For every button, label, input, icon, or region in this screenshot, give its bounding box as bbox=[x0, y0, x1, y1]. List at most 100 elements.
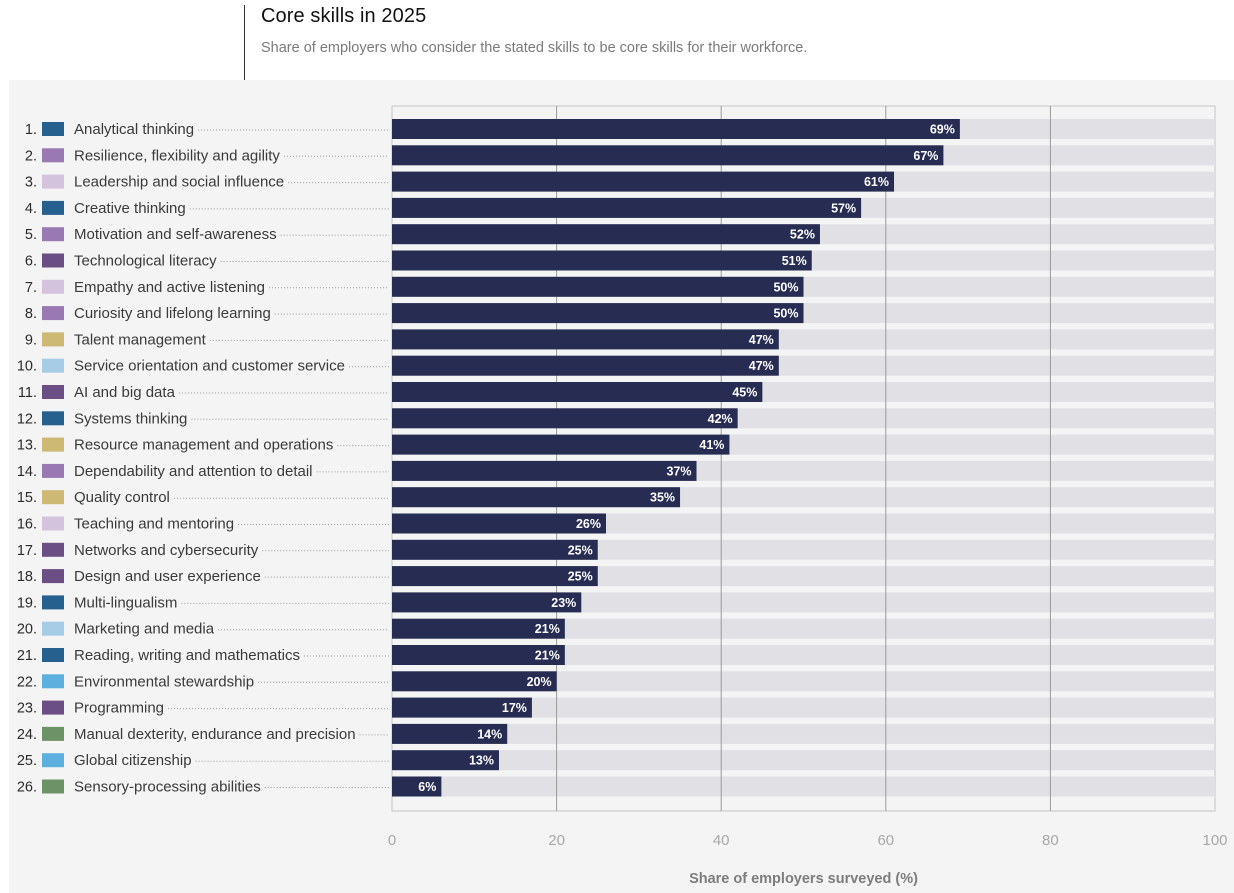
bar bbox=[392, 460, 697, 481]
category-swatch bbox=[42, 753, 64, 768]
x-tick-label: 0 bbox=[388, 832, 396, 849]
rank-number: 12. bbox=[17, 411, 37, 427]
value-label: 35% bbox=[650, 491, 675, 505]
category-swatch bbox=[42, 595, 64, 610]
rank-number: 1. bbox=[25, 122, 37, 138]
skill-label: Creative thinking bbox=[74, 200, 186, 217]
value-label: 6% bbox=[418, 780, 436, 794]
bar bbox=[392, 355, 779, 376]
category-swatch bbox=[42, 174, 64, 189]
skill-label: Leadership and social influence bbox=[74, 174, 284, 191]
skill-label: Quality control bbox=[74, 489, 170, 506]
skill-label: Environmental stewardship bbox=[74, 673, 254, 690]
skill-label: Service orientation and customer service bbox=[74, 358, 345, 375]
skill-label: Multi-lingualism bbox=[74, 594, 177, 611]
value-label: 45% bbox=[732, 386, 757, 400]
skill-label: Manual dexterity, endurance and precisio… bbox=[74, 726, 356, 743]
bar bbox=[392, 750, 499, 771]
skill-label: Sensory-processing abilities bbox=[74, 779, 261, 796]
x-tick-label: 100 bbox=[1202, 832, 1227, 849]
value-label: 23% bbox=[551, 596, 576, 610]
category-swatch bbox=[42, 726, 64, 741]
bar bbox=[392, 382, 763, 402]
category-swatch bbox=[42, 516, 64, 531]
skill-label: Resource management and operations bbox=[74, 437, 333, 454]
category-swatch bbox=[42, 700, 64, 715]
skill-label: Analytical thinking bbox=[74, 121, 194, 138]
value-label: 51% bbox=[782, 254, 807, 268]
value-label: 57% bbox=[831, 201, 856, 215]
bar bbox=[392, 776, 442, 797]
skill-label: Reading, writing and mathematics bbox=[74, 647, 300, 664]
skill-label: Programming bbox=[74, 700, 164, 717]
value-label: 50% bbox=[773, 280, 798, 294]
value-label: 61% bbox=[864, 175, 889, 189]
rank-number: 24. bbox=[17, 727, 37, 743]
value-label: 67% bbox=[913, 149, 938, 163]
category-swatch bbox=[42, 542, 64, 557]
category-swatch bbox=[42, 358, 64, 373]
x-tick-label: 20 bbox=[548, 832, 565, 849]
category-swatch bbox=[42, 122, 64, 136]
category-swatch bbox=[42, 621, 64, 636]
header-divider bbox=[244, 5, 245, 80]
category-swatch bbox=[42, 674, 64, 689]
rank-number: 18. bbox=[17, 569, 37, 585]
rank-number: 14. bbox=[17, 464, 37, 480]
bar bbox=[392, 697, 532, 718]
bar bbox=[392, 592, 582, 613]
chart-subtitle: Share of employers who consider the stat… bbox=[261, 40, 808, 56]
rank-number: 6. bbox=[25, 254, 37, 270]
value-label: 42% bbox=[708, 412, 733, 426]
value-label: 13% bbox=[469, 754, 494, 768]
bar-track bbox=[392, 645, 1215, 665]
category-swatch bbox=[42, 385, 64, 399]
bar-track bbox=[392, 776, 1215, 797]
category-swatch bbox=[42, 648, 64, 662]
category-swatch bbox=[42, 569, 64, 584]
skill-label: Technological literacy bbox=[74, 253, 217, 270]
value-label: 37% bbox=[666, 464, 691, 478]
x-tick-label: 60 bbox=[877, 832, 894, 849]
rank-number: 5. bbox=[25, 227, 37, 243]
bar bbox=[392, 276, 804, 297]
value-label: 25% bbox=[568, 543, 593, 557]
bar bbox=[392, 618, 565, 639]
category-swatch bbox=[42, 279, 64, 294]
bar bbox=[392, 487, 681, 508]
rank-number: 2. bbox=[25, 148, 37, 164]
rank-number: 20. bbox=[17, 622, 37, 638]
category-swatch bbox=[42, 490, 64, 505]
category-swatch bbox=[42, 437, 64, 452]
skill-label: Design and user experience bbox=[74, 568, 261, 585]
rank-number: 4. bbox=[25, 201, 37, 217]
rank-number: 25. bbox=[17, 753, 37, 769]
rank-number: 11. bbox=[18, 385, 37, 401]
bar-track bbox=[392, 750, 1215, 771]
value-label: 47% bbox=[749, 359, 774, 373]
chart-title: Core skills in 2025 bbox=[261, 5, 427, 27]
rank-number: 8. bbox=[25, 306, 37, 322]
category-swatch bbox=[42, 463, 64, 478]
skill-label: Teaching and mentoring bbox=[74, 516, 234, 533]
rank-number: 22. bbox=[17, 674, 37, 690]
value-label: 14% bbox=[477, 727, 502, 741]
bar bbox=[392, 329, 779, 350]
skill-label: Motivation and self-awareness bbox=[74, 226, 277, 243]
bar bbox=[392, 671, 557, 692]
value-label: 20% bbox=[527, 675, 552, 689]
rank-number: 16. bbox=[17, 517, 37, 533]
skill-label: Talent management bbox=[74, 331, 207, 348]
skill-label: AI and big data bbox=[74, 384, 176, 401]
value-label: 52% bbox=[790, 228, 815, 242]
bar bbox=[392, 197, 862, 218]
bar bbox=[392, 434, 730, 455]
x-axis-label: Share of employers surveyed (%) bbox=[689, 871, 918, 887]
skill-label: Dependability and attention to detail bbox=[74, 463, 313, 480]
category-swatch bbox=[42, 200, 64, 215]
bar-track bbox=[392, 697, 1215, 718]
bar bbox=[392, 224, 820, 245]
bar bbox=[392, 145, 944, 166]
value-label: 41% bbox=[699, 438, 724, 452]
